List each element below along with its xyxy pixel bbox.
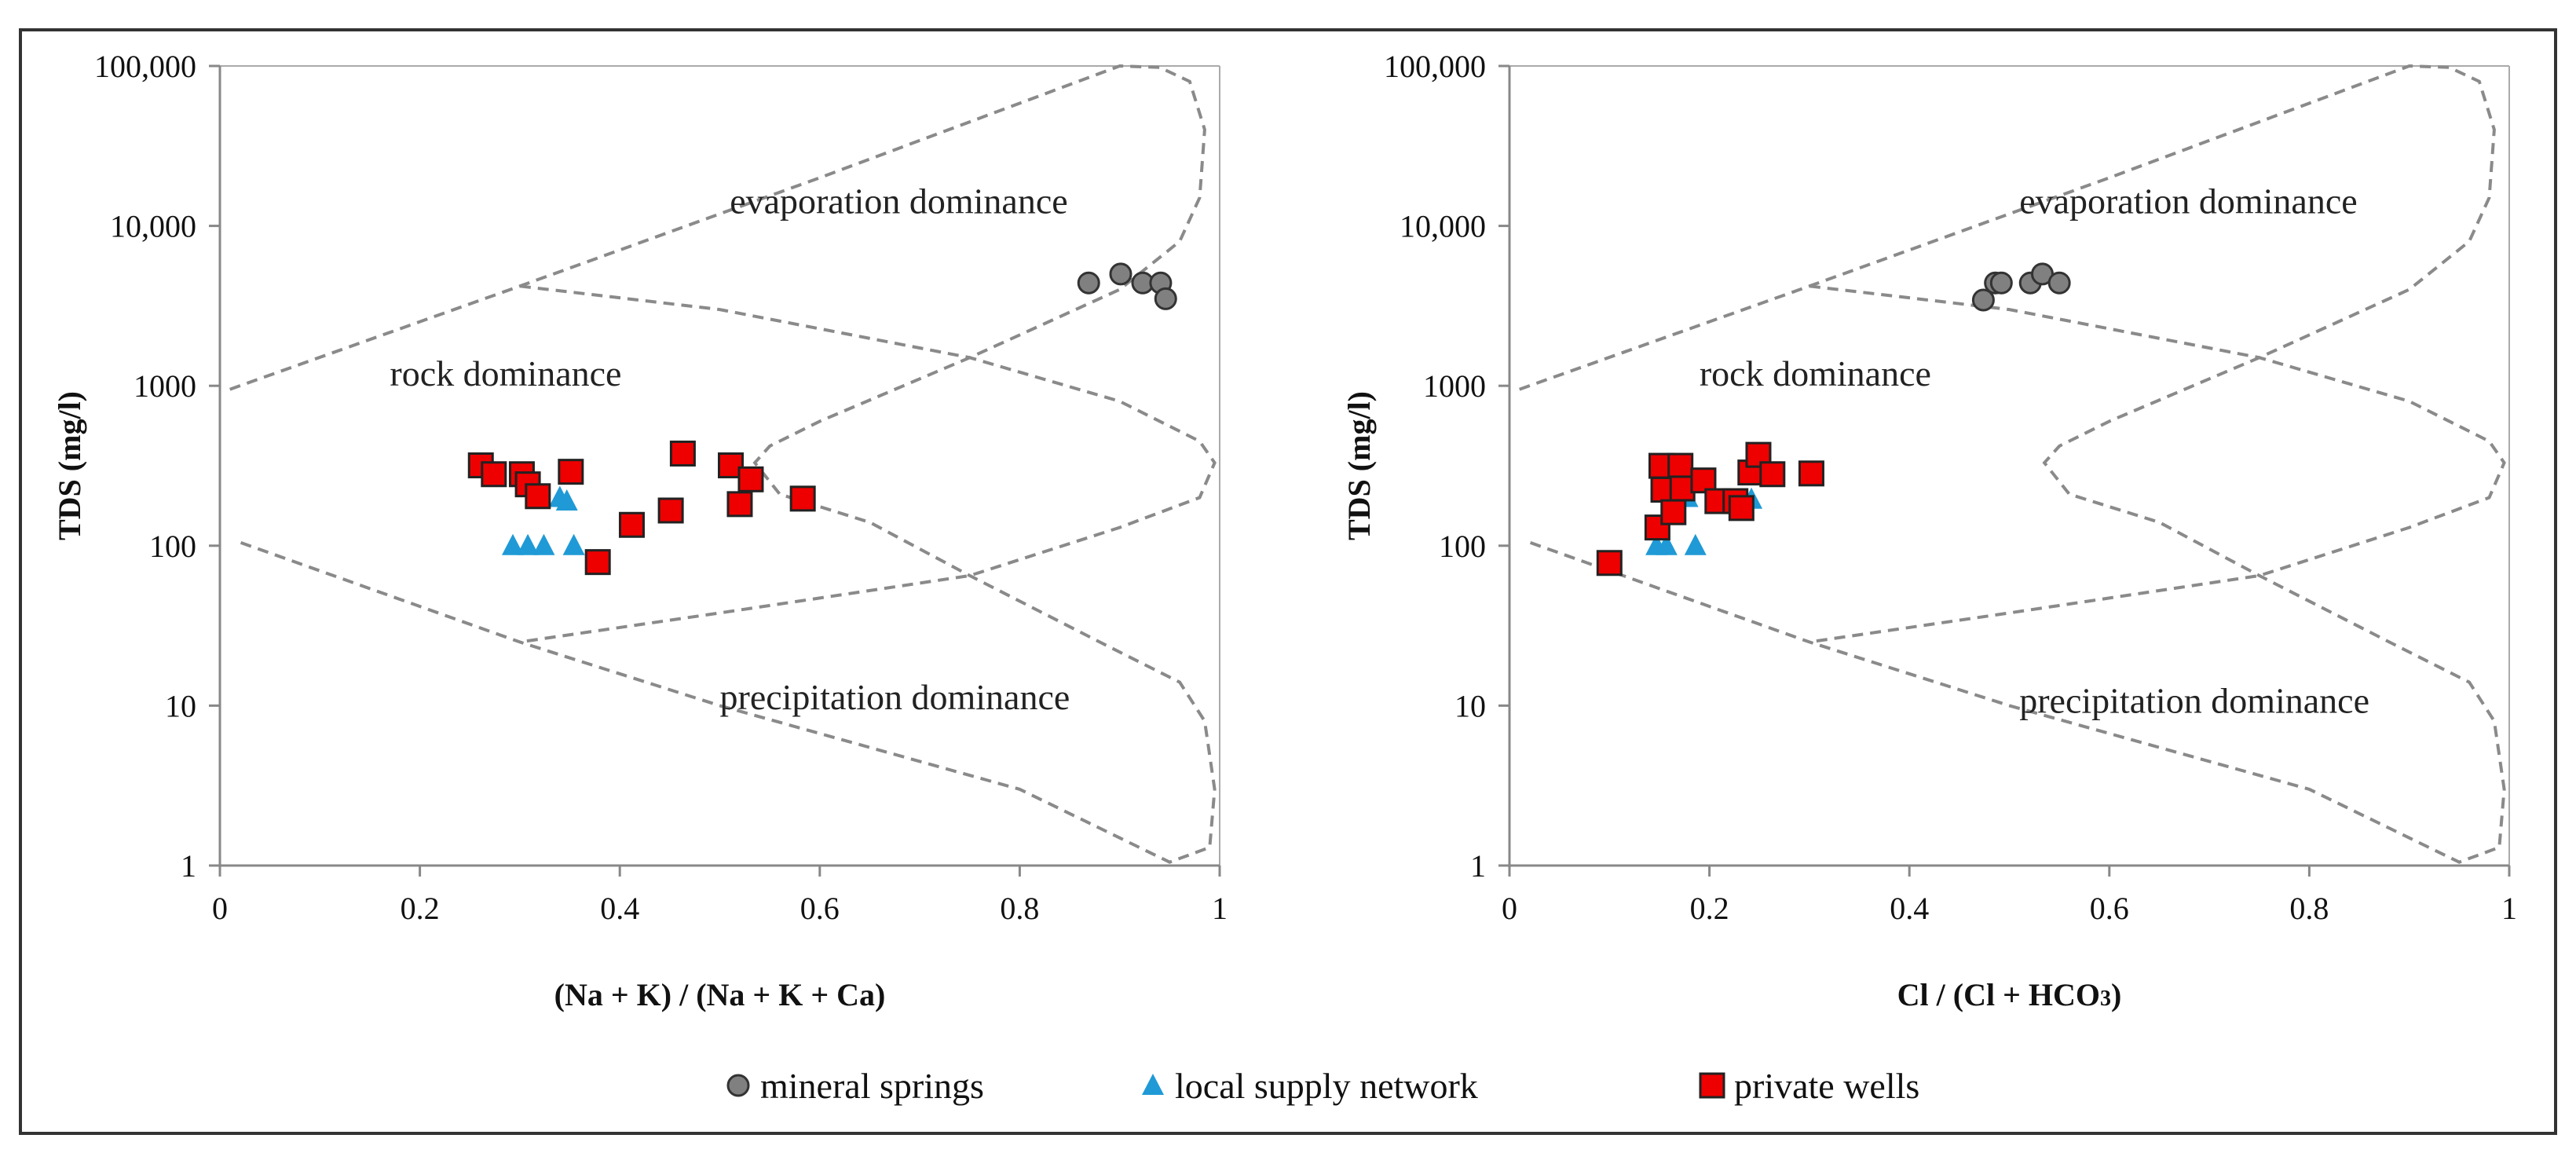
region-label: evaporation dominance — [730, 181, 1067, 221]
supply-point — [1684, 533, 1707, 555]
wells-point — [1596, 550, 1623, 576]
y-tick-label: 10,000 — [1400, 209, 1486, 244]
supply-point — [562, 533, 585, 555]
legend-item-mineral: mineral springs — [726, 1066, 984, 1106]
region-label: rock dominance — [1700, 353, 1931, 393]
supply-point — [555, 489, 578, 511]
series-mineral — [1077, 262, 1177, 310]
supply-point — [517, 533, 540, 555]
x-tick-label: 1 — [2501, 891, 2517, 926]
x-tick-label: 0.4 — [600, 891, 639, 926]
legend-item-supply: local supply network — [1142, 1066, 1478, 1106]
wells-point — [584, 549, 611, 576]
subscript: 3 — [2100, 986, 2111, 1011]
y-tick-label: 1000 — [1423, 368, 1486, 404]
mineral-point — [1154, 287, 1177, 310]
plot-2: 1 10 100 1000 10,000 100,000 0 0.2 0.4 0.6 0.8 1 Cl … — [1341, 49, 2517, 1012]
x-tick-label: 0.6 — [800, 891, 840, 926]
y-tick-label: 10,000 — [110, 209, 196, 244]
legend: mineral springs local supply network priva… — [726, 1066, 1919, 1106]
wells-point — [1667, 452, 1694, 479]
wells-point — [1798, 460, 1824, 487]
x-tick-label: 0.4 — [1890, 891, 1929, 926]
x-tick-label: 0 — [1502, 891, 1517, 926]
mineral-point — [2047, 271, 2071, 295]
x-axis-label: (Na + K) / (Na + K + Ca) — [554, 977, 886, 1012]
wells-point — [789, 485, 816, 512]
wells-point — [726, 491, 753, 518]
wells-point — [618, 511, 645, 538]
x-tick-label: 0 — [212, 891, 228, 926]
legend-label: mineral springs — [760, 1066, 984, 1106]
x-tick-label: 0.2 — [401, 891, 440, 926]
x-tick-label: 0.8 — [1000, 891, 1039, 926]
figure-border — [19, 28, 2557, 1135]
y-tick-label: 100,000 — [94, 49, 196, 84]
plot-1: 1 10 100 1000 10,000 100,000 0 0.2 0.4 0.6 0.8 1 (Na… — [52, 49, 1228, 1012]
x-tick-label: 0.6 — [2090, 891, 2129, 926]
region-label: evaporation dominance — [2019, 181, 2357, 221]
y-tick-label: 1000 — [134, 368, 196, 404]
wells-point — [1728, 495, 1755, 522]
wells-point — [1660, 499, 1687, 525]
x-tick-label: 1 — [1212, 891, 1228, 926]
y-axis-label: TDS (mg/l) — [1341, 391, 1377, 540]
legend-item-wells: private wells — [1699, 1066, 1919, 1106]
x-axis-label: Cl / (Cl + HCO3) — [1897, 977, 2122, 1012]
wells-point — [657, 497, 684, 524]
wells-point — [481, 461, 507, 488]
legend-label: private wells — [1734, 1066, 1919, 1106]
wells-point — [669, 440, 696, 467]
gibbs-boundary-inner — [519, 284, 1217, 644]
y-tick-label: 100 — [149, 529, 196, 564]
legend-triangle-icon — [1142, 1074, 1164, 1095]
wells-point — [558, 459, 584, 485]
gibbs-boundary-inner — [1809, 284, 2506, 644]
series-wells — [467, 440, 816, 576]
legend-circle-icon — [726, 1074, 750, 1097]
mineral-point — [1077, 271, 1100, 295]
y-tick-label: 10 — [1454, 688, 1486, 723]
legend-label: local supply network — [1175, 1066, 1478, 1106]
series-wells — [1596, 441, 1824, 576]
region-label: precipitation dominance — [720, 677, 1070, 717]
legend-square-icon — [1699, 1072, 1725, 1099]
y-tick-label: 1 — [1470, 848, 1486, 884]
mineral-point — [1971, 288, 1995, 312]
gibbs-boundary-outer — [1519, 64, 2506, 864]
y-tick-label: 100,000 — [1384, 49, 1486, 84]
mineral-point — [1989, 271, 2013, 295]
supply-point — [1655, 533, 1678, 555]
supply-point — [501, 533, 524, 555]
y-axis-label: TDS (mg/l) — [52, 391, 87, 540]
x-tick-label: 0.2 — [1690, 891, 1729, 926]
x-tick-label: 0.8 — [2289, 891, 2329, 926]
series-supply — [501, 485, 585, 555]
y-tick-label: 1 — [181, 848, 196, 884]
series-mineral — [1971, 262, 2071, 312]
y-tick-label: 100 — [1439, 529, 1486, 564]
wells-point — [737, 466, 764, 492]
supply-point — [532, 533, 555, 555]
region-label: rock dominance — [390, 353, 621, 393]
region-label: precipitation dominance — [2019, 681, 2369, 721]
wells-point — [525, 483, 551, 510]
gibbs-boundary-outer — [229, 64, 1217, 864]
mineral-point — [1109, 262, 1132, 286]
wells-point — [1759, 461, 1786, 488]
y-tick-label: 10 — [165, 688, 196, 723]
